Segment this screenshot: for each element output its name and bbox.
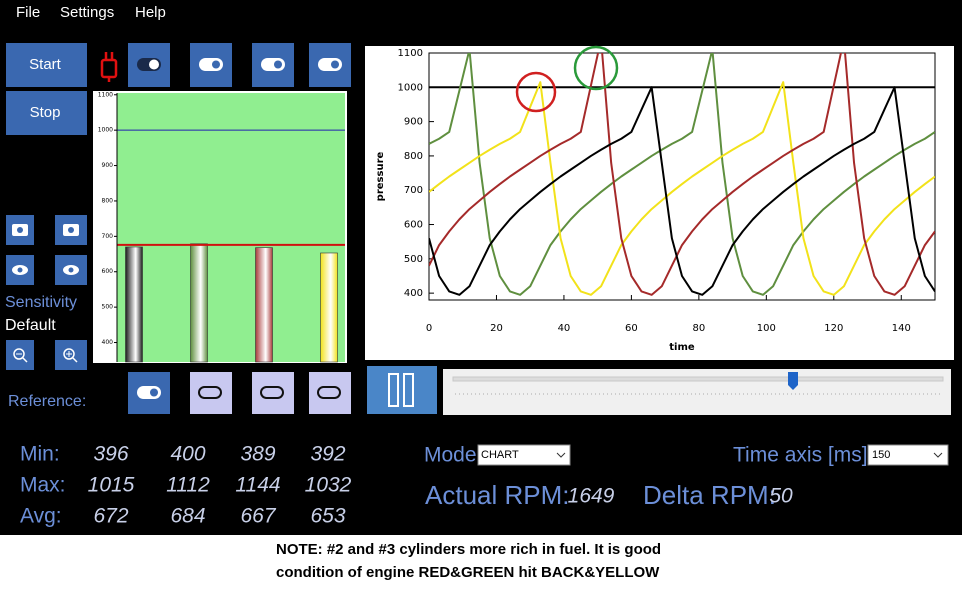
button-label: Start xyxy=(29,56,62,73)
stat-value: 667 xyxy=(240,505,276,528)
x-tick-label: 100 xyxy=(757,323,776,334)
button-label: Stop xyxy=(30,104,61,121)
actual-rpm-value: 1649 xyxy=(568,485,615,508)
stat-label: Avg: xyxy=(20,505,62,528)
y-tick-label: 400 xyxy=(102,339,114,346)
x-tick-label: 80 xyxy=(692,323,705,334)
bar xyxy=(255,247,273,363)
y-tick-label: 900 xyxy=(404,117,423,128)
y-tick-label: 600 xyxy=(404,220,423,231)
reference-toggle[interactable] xyxy=(128,372,170,414)
mode-dropdown[interactable]: CHART xyxy=(477,444,571,466)
eye-button[interactable] xyxy=(55,255,87,285)
y-tick-label: 600 xyxy=(102,268,114,275)
toggle-button[interactable] xyxy=(252,43,294,87)
note-line: condition of engine RED&GREEN hit BACK&Y… xyxy=(276,564,660,581)
sensitivity-value: Default xyxy=(5,317,56,334)
series-line xyxy=(429,53,935,296)
toggle-button[interactable] xyxy=(190,43,232,87)
camera-button[interactable] xyxy=(6,215,34,245)
pause-button[interactable] xyxy=(367,366,437,414)
plot-frame xyxy=(428,52,936,301)
dropdown-value: CHART xyxy=(481,449,519,461)
note-area xyxy=(0,535,962,594)
y-axis-label: pressure xyxy=(375,151,386,201)
menu-item[interactable]: Settings xyxy=(60,4,114,21)
series-line xyxy=(429,81,935,296)
x-tick-label: 60 xyxy=(625,323,638,334)
bar xyxy=(125,246,143,363)
camera-button[interactable] xyxy=(55,215,87,245)
y-tick-label: 800 xyxy=(102,197,114,204)
x-axis-label: time xyxy=(669,342,695,353)
stat-value: 392 xyxy=(310,443,345,466)
menu-item[interactable]: File xyxy=(16,4,40,21)
start-button[interactable]: Start xyxy=(6,43,87,87)
stat-value: 1112 xyxy=(166,474,210,497)
series-line xyxy=(429,53,935,296)
stat-value: 672 xyxy=(93,505,128,528)
stop-button[interactable]: Stop xyxy=(6,91,87,135)
time-axis-dropdown[interactable]: 150 xyxy=(867,444,949,466)
y-tick-label: 1100 xyxy=(98,91,113,98)
y-tick-label: 500 xyxy=(404,254,423,265)
toggle-button[interactable] xyxy=(128,43,170,87)
mode-label: Mode: xyxy=(424,444,482,467)
note-line: NOTE: #2 and #3 cylinders more rich in f… xyxy=(276,541,661,558)
dropdown-value: 150 xyxy=(872,449,890,461)
time-axis-label: Time axis [ms]: xyxy=(733,444,873,467)
toggle-button[interactable] xyxy=(309,43,351,87)
eye-button[interactable] xyxy=(6,255,34,285)
plug-icon xyxy=(100,52,118,82)
reference-toggle[interactable] xyxy=(309,372,351,414)
stat-label: Min: xyxy=(20,443,60,466)
y-tick-label: 1000 xyxy=(398,82,423,93)
x-tick-label: 140 xyxy=(892,323,911,334)
bar-plot-area xyxy=(117,93,345,362)
actual-rpm-label: Actual RPM: xyxy=(425,480,570,510)
y-tick-label: 1000 xyxy=(98,127,113,134)
annotation-circle xyxy=(515,71,557,113)
bar xyxy=(190,243,208,363)
delta-rpm-label: Delta RPM: xyxy=(643,480,776,510)
zoom-in-button[interactable] xyxy=(55,340,87,370)
y-tick-label: 1100 xyxy=(398,48,423,59)
stats-table: Min: 396 400 389 392 Max: 1015 1112 1144 1032 Avg:… xyxy=(20,443,352,528)
line-chart: 400 500 600 700 800 900 1000 1100 0 20 40 60 80 100 12… xyxy=(375,48,936,353)
stat-value: 400 xyxy=(170,443,205,466)
y-tick-label: 700 xyxy=(404,185,423,196)
stat-value: 684 xyxy=(170,505,205,528)
series-line xyxy=(429,86,935,296)
delta-rpm-value: 50 xyxy=(769,485,793,508)
stat-value: 653 xyxy=(310,505,345,528)
bar xyxy=(320,252,338,363)
stat-value: 396 xyxy=(93,443,128,466)
y-tick-label: 400 xyxy=(404,288,423,299)
x-tick-label: 40 xyxy=(558,323,571,334)
y-tick-label: 800 xyxy=(404,151,423,162)
y-tick-label: 500 xyxy=(102,304,114,311)
zoom-out-button[interactable] xyxy=(6,340,34,370)
x-tick-label: 0 xyxy=(426,323,432,334)
x-tick-label: 20 xyxy=(490,323,503,334)
stat-value: 1144 xyxy=(235,474,280,497)
bar-chart: 400 500 600 700 800 900 1000 1100 xyxy=(98,91,345,363)
stat-value: 1015 xyxy=(88,474,135,497)
x-tick-label: 120 xyxy=(824,323,843,334)
sensitivity-label: Sensitivity xyxy=(5,294,77,311)
y-tick-label: 900 xyxy=(102,162,114,169)
reference-label: Reference: xyxy=(8,393,86,410)
reference-toggle[interactable] xyxy=(252,372,294,414)
plot-clip xyxy=(429,53,935,296)
reference-toggle[interactable] xyxy=(190,372,232,414)
stat-value: 389 xyxy=(240,443,275,466)
stat-value: 1032 xyxy=(305,474,352,497)
time-slider[interactable] xyxy=(443,369,951,415)
annotation-circle xyxy=(573,45,619,91)
menu-item[interactable]: Help xyxy=(135,4,166,21)
stat-label: Max: xyxy=(20,474,66,497)
y-tick-label: 700 xyxy=(102,233,114,240)
